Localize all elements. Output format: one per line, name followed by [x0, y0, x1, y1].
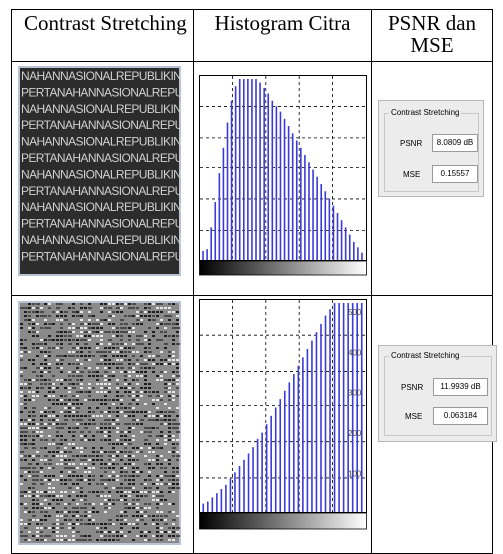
y-tick-label: 100 [348, 470, 362, 479]
row1-mse-label: MSE [403, 170, 421, 179]
image-text-line: PERTANAHANNASIONALREPUBL [21, 249, 181, 263]
header-histogram-citra: Histogram Citra [194, 10, 372, 62]
image-text-line: NAHANNASIONALREPUBLIKINDO [21, 233, 181, 247]
row1-histogram-cell [194, 62, 372, 296]
image-text-line: PERTANAHANNASIONALREPUBL [21, 184, 181, 198]
image-text-line: PERTANAHANNASIONALREPUBL [21, 151, 181, 165]
image-text-line: PERTANAHANNASIONALREPUBL [21, 217, 181, 231]
image-text-line: PERTANAHANNASIONALREPUBL [21, 85, 181, 99]
row1-image-cell [12, 62, 194, 296]
row2-group-title: Contrast Stretching [389, 351, 462, 360]
row1-psnr-label: PSNR [400, 139, 423, 148]
y-tick-label: 400 [348, 348, 362, 357]
image-text-line: NAHANNASIONALREPUBLIKINDO [21, 167, 181, 181]
image-text-line: PERTANAHANNASIONALREPUBL [21, 118, 181, 132]
y-tick-label: 200 [348, 429, 362, 438]
row2-psnr-value: 11.9939 dB [433, 378, 488, 396]
row1-histogram-plot [199, 75, 367, 279]
row2-mse-value: 0.063184 [433, 407, 488, 425]
row2-psnr-label: PSNR [401, 383, 424, 392]
y-tick-label: 300 [348, 389, 362, 398]
row1-metrics-cell [372, 62, 493, 296]
image-text-line: NAHANNASIONALREPUBLIKINDO [21, 102, 181, 116]
row2-histogram-plot: 500 400 300 200 100 [199, 299, 367, 533]
row1-stretched-image: NAHANNASIONALREPUBLIKINDO PERTANAHANNASIO… [18, 66, 181, 276]
y-tick-label: 500 [348, 308, 362, 317]
row1-group-title: Contrast Stretching [389, 108, 462, 117]
row1-mse-value: 0.15557 [432, 165, 478, 183]
header-contrast-stretching: Contrast Stretching [12, 10, 194, 62]
row1-metrics-panel: Contrast Stretching PSNR 8.0809 dB MSE 0… [378, 100, 484, 197]
header-psnr-mse: PSNR dan MSE [372, 10, 493, 62]
image-text-line: NAHANNASIONALREPUBLIKINDO [21, 200, 181, 214]
row2-metrics-panel: Contrast Stretching PSNR 11.9939 dB MSE … [378, 345, 497, 442]
row2-stretched-image [18, 301, 181, 545]
image-text-line: NAHANNASIONALREPUBLIKINDO [21, 69, 181, 83]
image-text-line: NAHANNASIONALREPUBLIKINDO [21, 135, 181, 149]
row2-mse-label: MSE [405, 412, 423, 421]
row1-psnr-value: 8.0809 dB [432, 134, 478, 152]
